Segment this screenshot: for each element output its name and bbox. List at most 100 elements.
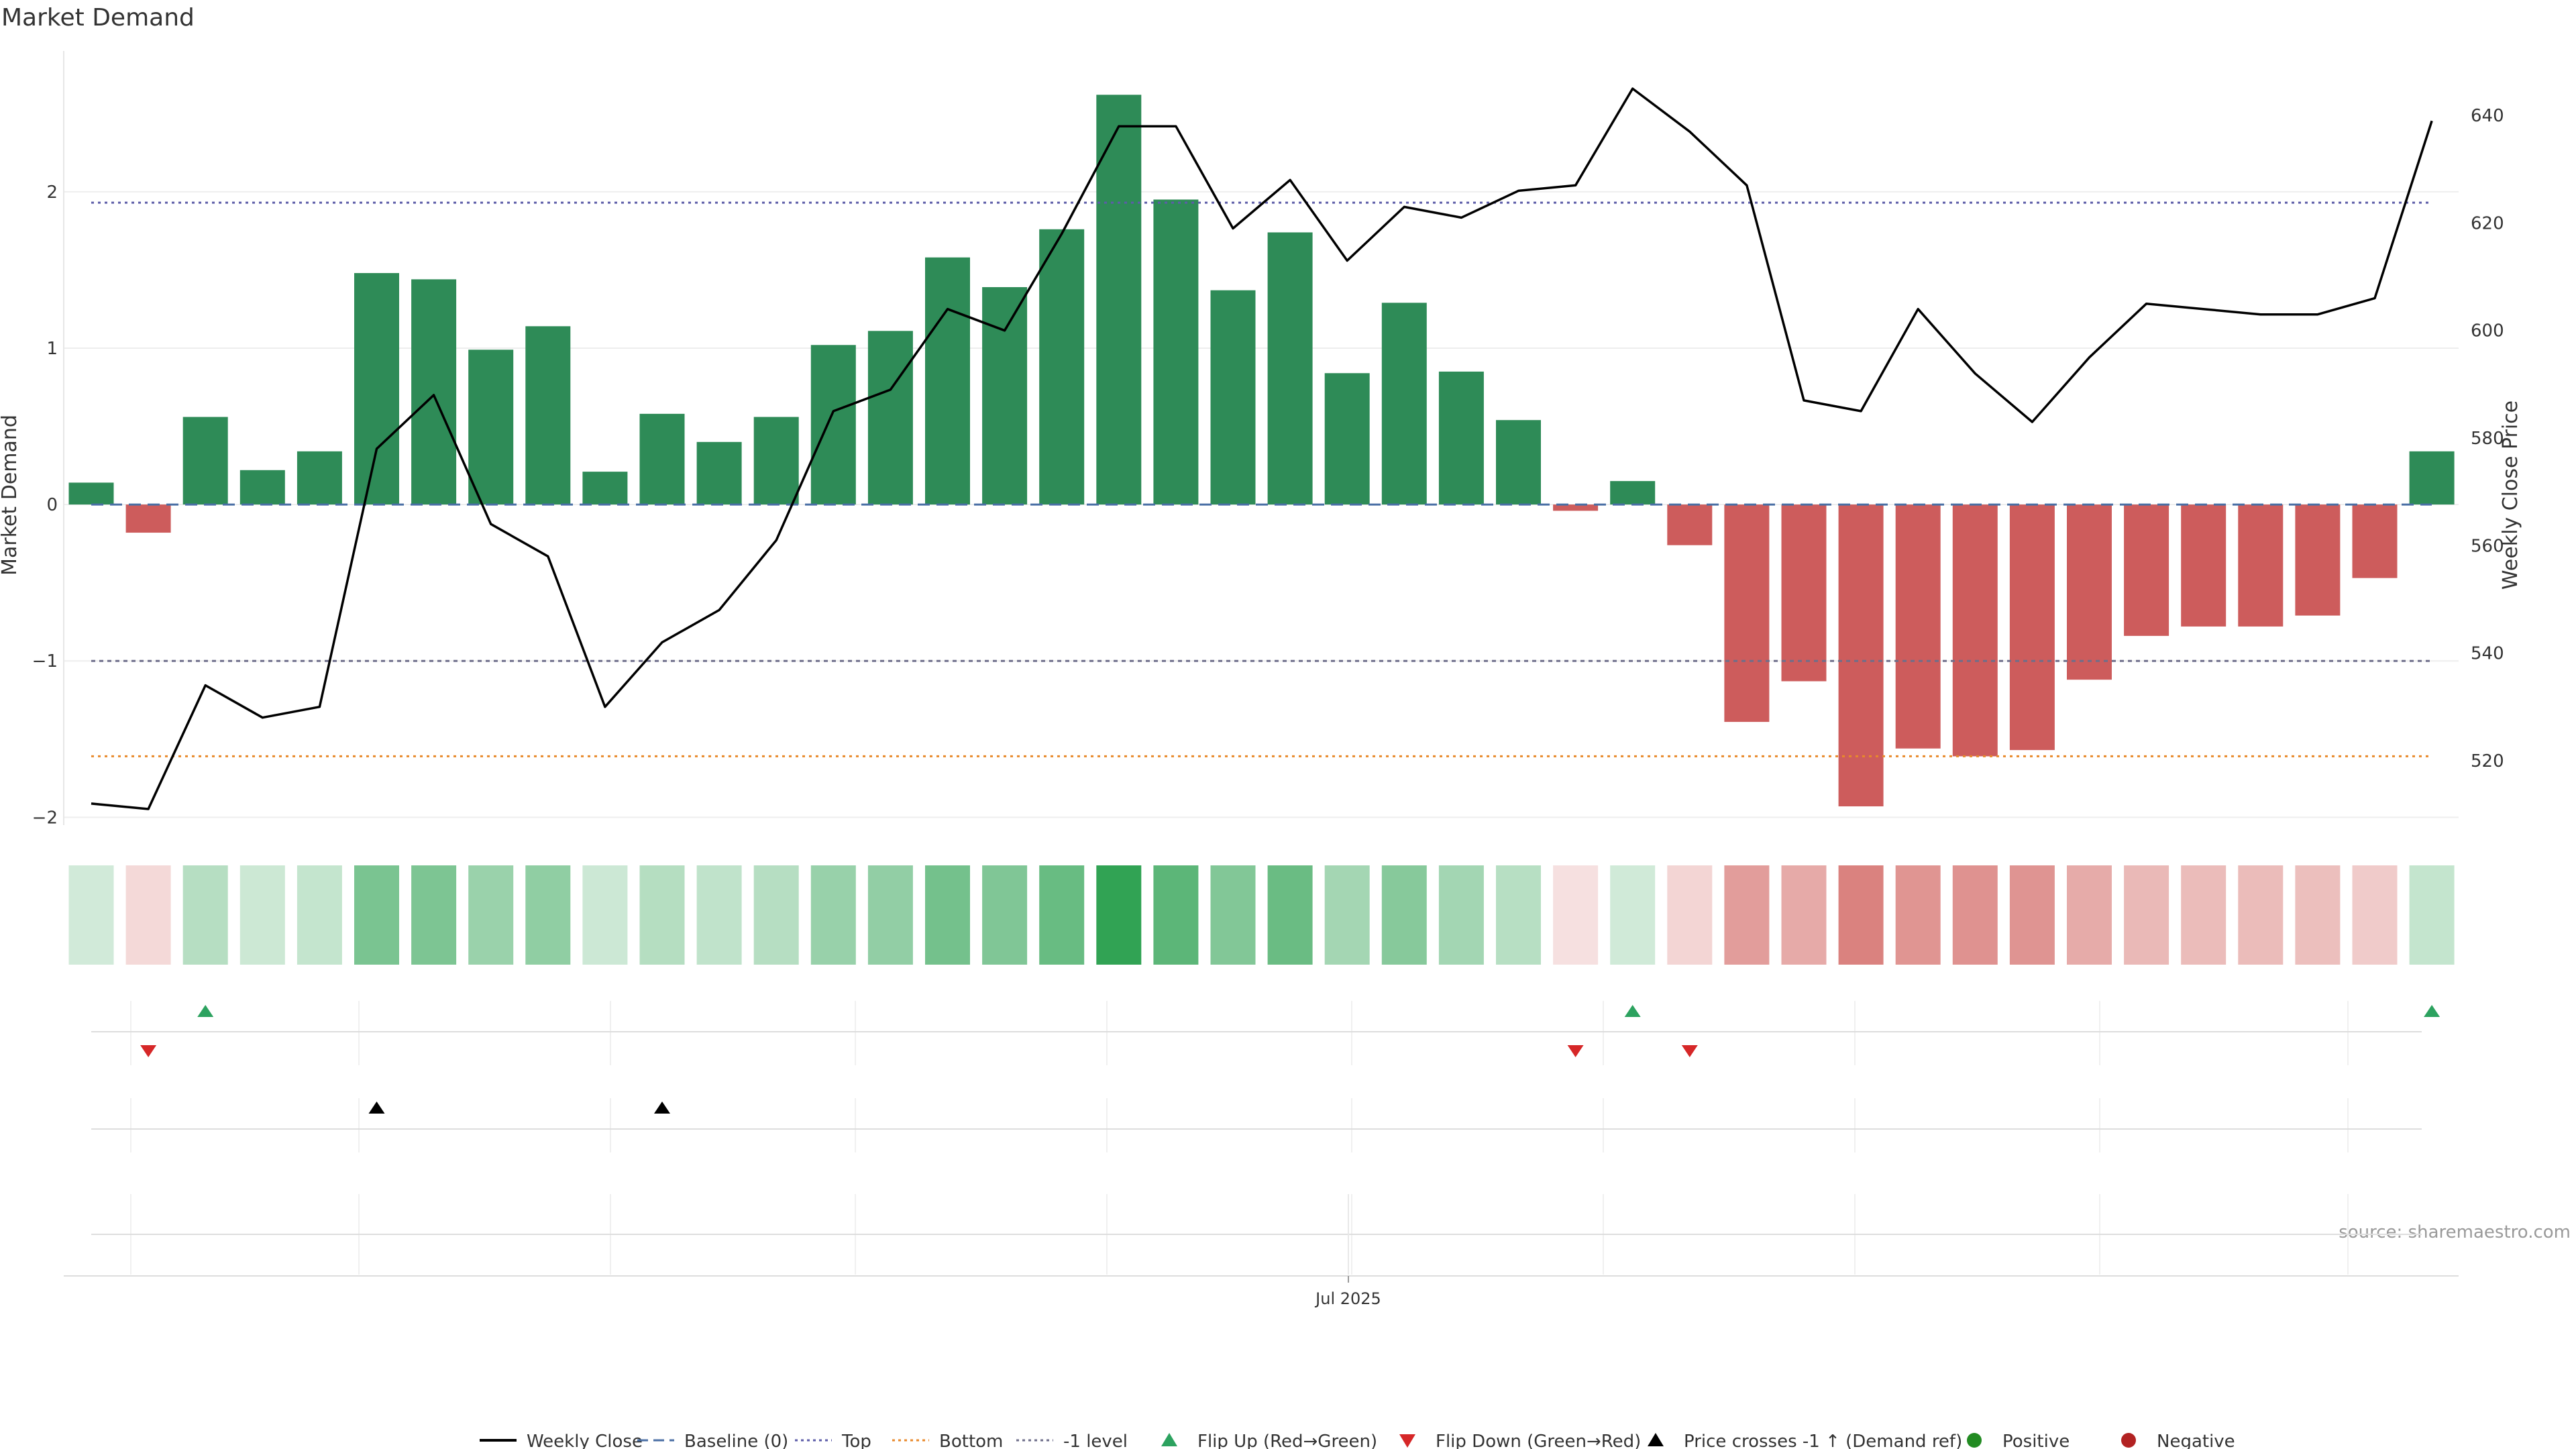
flip-up-marker xyxy=(1624,1005,1641,1017)
y2-tick-label: 600 xyxy=(2471,321,2504,341)
flip-down-marker xyxy=(140,1045,157,1057)
heat-cell xyxy=(468,865,514,965)
legend-label: Baseline (0) xyxy=(684,1432,788,1449)
heat-cell xyxy=(1610,865,1656,965)
legend-swatch-circle xyxy=(1967,1433,1982,1448)
demand-bar xyxy=(639,413,685,505)
legend-item: -1 level xyxy=(1016,1432,1128,1449)
heat-cell xyxy=(810,865,856,965)
heat-cell xyxy=(1324,865,1370,965)
axis-layer: −2 −1 0 1 2 520 540 560 580 600 620 640 Jul 2025 xyxy=(32,106,2504,1308)
legend-item: Baseline (0) xyxy=(637,1432,788,1449)
marker-panels xyxy=(91,1001,2440,1275)
demand-bar xyxy=(1724,504,1770,722)
demand-bar xyxy=(925,257,970,505)
demand-bar xyxy=(1838,504,1884,807)
heat-cell xyxy=(525,865,571,965)
legend-label: Positive xyxy=(2002,1432,2070,1449)
heat-cell xyxy=(1381,865,1427,965)
y2-tick-label: 540 xyxy=(2471,644,2504,664)
chart-title: Market Demand xyxy=(1,4,195,32)
demand-bar xyxy=(1096,95,1142,505)
y-tick-label: −2 xyxy=(32,808,58,828)
heat-cell xyxy=(2238,865,2284,965)
legend-swatch-triangle-down xyxy=(1399,1434,1415,1448)
legend-item: Top xyxy=(795,1432,871,1449)
legend-label: Weekly Close xyxy=(527,1432,643,1449)
demand-bar xyxy=(2009,504,2055,751)
heat-cell xyxy=(411,865,457,965)
demand-bar xyxy=(297,451,342,505)
source-note: source: sharemaestro.com xyxy=(2339,1222,2571,1242)
legend-label: -1 level xyxy=(1063,1432,1128,1449)
heat-cell xyxy=(182,865,228,965)
legend-label: Top xyxy=(841,1432,871,1449)
heat-cell xyxy=(2409,865,2455,965)
demand-bar xyxy=(2352,504,2398,578)
demand-bar xyxy=(1895,504,1941,749)
demand-bar xyxy=(182,417,228,505)
y2-tick-label: 520 xyxy=(2471,751,2504,771)
heat-cell xyxy=(2009,865,2055,965)
heat-cell xyxy=(2181,865,2226,965)
demand-bar xyxy=(810,345,856,505)
flip-up-marker xyxy=(197,1005,214,1017)
legend-item: Flip Down (Green→Red) xyxy=(1399,1432,1641,1449)
demand-bar xyxy=(982,287,1028,505)
heat-cell xyxy=(239,865,285,965)
demand-bar xyxy=(411,279,457,505)
legend-item: Weekly Close xyxy=(480,1432,643,1449)
demand-bar xyxy=(1210,290,1256,505)
legend-item: Bottom xyxy=(892,1432,1003,1449)
heat-cell xyxy=(753,865,799,965)
heat-cell xyxy=(1553,865,1599,965)
legend-label: Price crosses -1 ↑ (Demand ref) xyxy=(1684,1432,1962,1449)
legend-item: Price crosses -1 ↑ (Demand ref) xyxy=(1648,1432,1962,1449)
flip-down-marker xyxy=(1567,1045,1584,1057)
legend-swatch-triangle-up xyxy=(1648,1433,1664,1446)
heat-cell xyxy=(125,865,171,965)
demand-bar xyxy=(354,273,399,505)
bar-layer xyxy=(68,95,2455,807)
demand-bar xyxy=(1553,504,1599,511)
demand-bar xyxy=(696,441,742,505)
demand-bar xyxy=(1381,303,1427,505)
heat-cell xyxy=(1210,865,1256,965)
legend-swatch-circle xyxy=(2121,1433,2136,1448)
demand-bar xyxy=(1610,481,1656,505)
demand-bar xyxy=(2238,504,2284,627)
legend-item: Positive xyxy=(1967,1432,2070,1449)
demand-bar xyxy=(1324,373,1370,505)
demand-bar xyxy=(525,326,571,505)
demand-bar xyxy=(239,470,285,505)
heat-cell xyxy=(867,865,913,965)
demand-bar xyxy=(1667,504,1713,545)
demand-bar xyxy=(1039,229,1085,505)
heat-cell xyxy=(297,865,342,965)
heat-cell xyxy=(2067,865,2112,965)
demand-bar xyxy=(582,472,628,505)
price-cross-marker xyxy=(654,1102,670,1114)
heat-cell xyxy=(1267,865,1313,965)
price-cross-marker xyxy=(368,1102,385,1114)
y-tick-label: −1 xyxy=(32,651,58,672)
demand-bar xyxy=(468,350,514,505)
legend-swatch-triangle-up xyxy=(1161,1433,1177,1446)
demand-bar xyxy=(2181,504,2226,627)
demand-bar xyxy=(867,331,913,505)
heat-cell xyxy=(68,865,114,965)
legend-item: Negative xyxy=(2121,1432,2235,1449)
demand-bar xyxy=(1781,504,1827,682)
y2-tick-label: 580 xyxy=(2471,429,2504,449)
y-axis-label: Market Demand xyxy=(0,415,21,576)
demand-bar xyxy=(68,482,114,505)
weekly-close-line xyxy=(91,87,2433,810)
demand-bar xyxy=(2409,451,2455,505)
legend-label: Flip Up (Red→Green) xyxy=(1197,1432,1377,1449)
flip-down-marker xyxy=(1681,1045,1698,1057)
heat-cell xyxy=(925,865,970,965)
heat-cell xyxy=(354,865,399,965)
y-tick-label: 2 xyxy=(46,182,58,203)
legend-label: Bottom xyxy=(939,1432,1003,1449)
